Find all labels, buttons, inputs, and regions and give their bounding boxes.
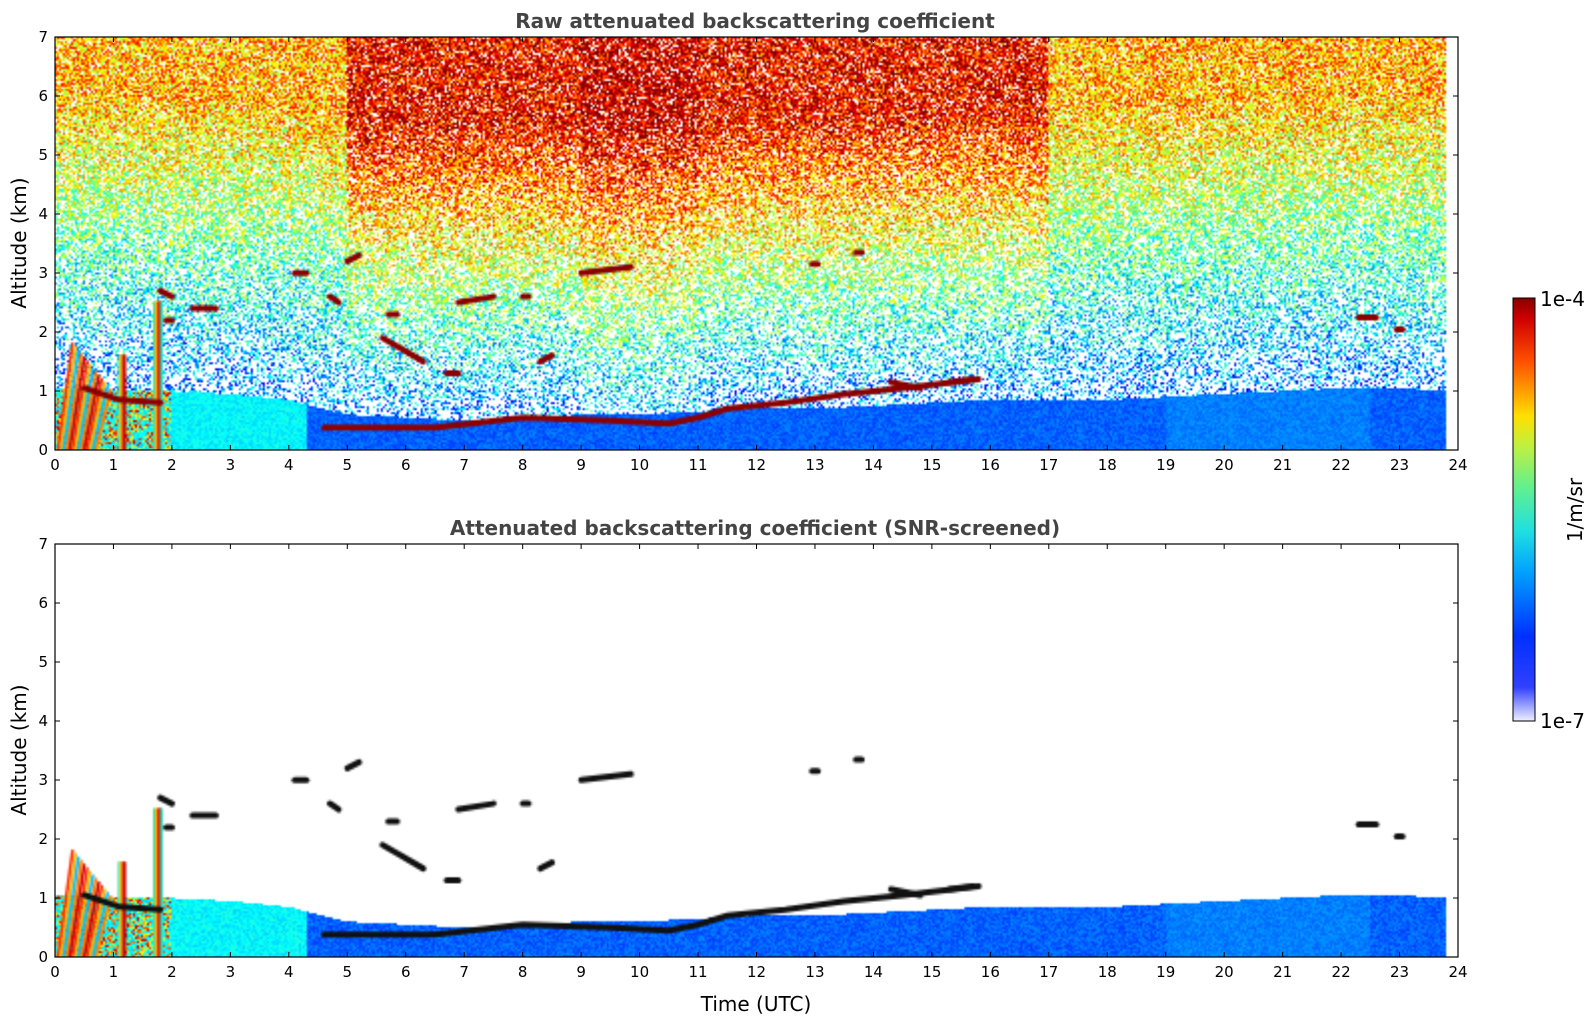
x-tick-label: 1 <box>109 963 119 981</box>
x-tick-label: 17 <box>1039 963 1058 981</box>
x-tick-label: 24 <box>1448 963 1467 981</box>
x-tick-label: 2 <box>167 963 177 981</box>
panel-title: Attenuated backscattering coefficient (S… <box>450 516 1060 540</box>
x-tick-label: 8 <box>518 963 528 981</box>
x-tick-label: 22 <box>1332 963 1351 981</box>
x-tick-label: 16 <box>981 456 1000 474</box>
x-tick-label: 3 <box>226 963 236 981</box>
x-tick-label: 19 <box>1156 963 1175 981</box>
x-tick-label: 24 <box>1448 456 1467 474</box>
colorbar: 1e-4 1e-7 1/m/sr <box>1512 287 1587 733</box>
y-tick-label: 1 <box>38 382 48 400</box>
y-tick-label: 7 <box>38 28 48 46</box>
axes: 0 1 2 3 4 5 6 7 8 9 10 11 12 13 14 15 16 17 18 19 20 21 22 23 24… <box>38 535 1467 981</box>
colorbar-max-label: 1e-4 <box>1540 287 1585 311</box>
x-tick-label: 4 <box>284 456 294 474</box>
x-axis-label: Time (UTC) <box>700 992 812 1016</box>
x-tick-label: 20 <box>1215 456 1234 474</box>
y-tick-label: 4 <box>38 712 48 730</box>
axes: 0 1 2 3 4 5 6 7 8 9 10 11 12 13 14 15 16 17 18 19 20 21 22 23 24… <box>38 28 1467 474</box>
x-tick-label: 1 <box>109 456 119 474</box>
x-tick-label: 13 <box>805 456 824 474</box>
x-tick-label: 9 <box>576 456 586 474</box>
x-tick-label: 23 <box>1390 456 1409 474</box>
colorbar-min-label: 1e-7 <box>1540 709 1585 733</box>
x-tick-label: 20 <box>1215 963 1234 981</box>
x-tick-label: 5 <box>343 963 353 981</box>
x-tick-label: 10 <box>630 456 649 474</box>
y-tick-label: 0 <box>38 948 48 966</box>
x-tick-label: 5 <box>343 456 353 474</box>
y-tick-label: 2 <box>38 830 48 848</box>
panel-screened: Attenuated backscattering coefficient (S… <box>7 516 1468 1016</box>
x-tick-label: 7 <box>459 963 469 981</box>
y-tick-label: 1 <box>38 889 48 907</box>
heatmap-raw <box>55 37 1458 450</box>
x-tick-label: 14 <box>864 963 883 981</box>
x-tick-label: 12 <box>747 456 766 474</box>
x-tick-label: 15 <box>922 456 941 474</box>
x-tick-label: 0 <box>50 456 60 474</box>
y-tick-label: 4 <box>38 205 48 223</box>
x-tick-label: 8 <box>518 456 528 474</box>
y-axis-label: Altitude (km) <box>7 177 31 308</box>
x-tick-label: 21 <box>1273 456 1292 474</box>
heatmap-screened <box>55 544 1458 957</box>
x-tick-label: 6 <box>401 456 411 474</box>
x-tick-label: 19 <box>1156 456 1175 474</box>
x-tick-label: 14 <box>864 456 883 474</box>
x-tick-label: 7 <box>459 456 469 474</box>
x-tick-label: 11 <box>688 456 707 474</box>
x-tick-label: 6 <box>401 963 411 981</box>
y-tick-label: 0 <box>38 441 48 459</box>
x-tick-label: 12 <box>747 963 766 981</box>
x-tick-label: 2 <box>167 456 177 474</box>
x-tick-label: 23 <box>1390 963 1409 981</box>
y-tick-label: 5 <box>38 146 48 164</box>
y-axis-label: Altitude (km) <box>7 684 31 815</box>
x-tick-label: 18 <box>1098 456 1117 474</box>
colorbar-unit-label: 1/m/sr <box>1563 477 1587 542</box>
y-tick-label: 3 <box>38 771 48 789</box>
y-tick-label: 6 <box>38 594 48 612</box>
x-tick-label: 21 <box>1273 963 1292 981</box>
panel-title: Raw attenuated backscattering coefficien… <box>515 9 995 33</box>
y-tick-label: 3 <box>38 264 48 282</box>
x-tick-label: 17 <box>1039 456 1058 474</box>
panel-raw: Raw attenuated backscattering coefficien… <box>7 9 1468 474</box>
x-tick-label: 0 <box>50 963 60 981</box>
x-tick-label: 10 <box>630 963 649 981</box>
x-tick-label: 22 <box>1332 456 1351 474</box>
y-tick-label: 7 <box>38 535 48 553</box>
x-tick-label: 11 <box>688 963 707 981</box>
y-tick-label: 2 <box>38 323 48 341</box>
x-tick-label: 13 <box>805 963 824 981</box>
colorbar-gradient <box>1512 297 1536 722</box>
x-tick-label: 18 <box>1098 963 1117 981</box>
x-tick-label: 16 <box>981 963 1000 981</box>
x-tick-label: 4 <box>284 963 294 981</box>
y-tick-label: 6 <box>38 87 48 105</box>
x-tick-label: 9 <box>576 963 586 981</box>
x-tick-label: 15 <box>922 963 941 981</box>
x-tick-label: 3 <box>226 456 236 474</box>
y-tick-label: 5 <box>38 653 48 671</box>
